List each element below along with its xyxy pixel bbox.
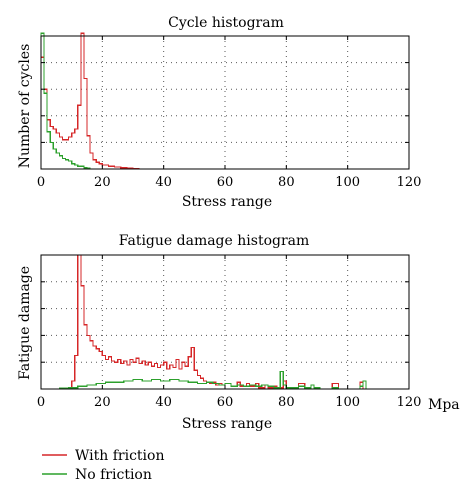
- x-tick-label: 60: [217, 395, 234, 410]
- unit-label: Mpa: [428, 397, 460, 413]
- x-axis-label: Stress range: [182, 416, 272, 432]
- legend: With friction No friction: [42, 448, 164, 483]
- x-tick-label: 80: [278, 175, 295, 190]
- x-tick-label: 40: [155, 395, 172, 410]
- ticks: 0 20 40 60 80 100 120: [37, 254, 422, 410]
- fatigue-damage-histogram: Fatigue damage histogram Stress range Fa…: [17, 233, 460, 432]
- x-tick-label: 20: [94, 395, 111, 410]
- grid: [41, 255, 409, 389]
- legend-label-with-friction: With friction: [75, 448, 164, 464]
- x-tick-label: 120: [397, 175, 422, 190]
- x-tick-label: 40: [155, 175, 172, 190]
- x-axis-label: Stress range: [182, 194, 272, 210]
- chart-title: Fatigue damage histogram: [119, 233, 310, 249]
- x-tick-label: 100: [335, 175, 360, 190]
- series-with-friction: [40, 32, 143, 170]
- y-axis-label: Fatigue damage: [17, 266, 33, 380]
- series-no-friction: [40, 32, 94, 170]
- cycle-histogram: Cycle histogram Stress range Number of c…: [17, 15, 421, 210]
- x-tick-label: 0: [37, 175, 45, 190]
- ticks: 0 20 40 60 80 100 120: [37, 35, 422, 190]
- chart-title: Cycle histogram: [168, 15, 284, 31]
- x-tick-label: 20: [94, 175, 111, 190]
- series-no-friction: [41, 371, 370, 390]
- x-tick-label: 60: [217, 175, 234, 190]
- plot-frame: [40, 35, 410, 170]
- series-with-friction: [41, 254, 367, 390]
- y-axis-label: Number of cycles: [17, 44, 33, 169]
- grid: [41, 36, 409, 169]
- series: [40, 32, 143, 170]
- x-tick-label: 120: [397, 395, 422, 410]
- legend-label-no-friction: No friction: [75, 467, 152, 483]
- x-tick-label: 100: [335, 395, 360, 410]
- series: [41, 254, 370, 390]
- x-tick-label: 80: [278, 395, 295, 410]
- x-tick-label: 0: [37, 395, 45, 410]
- plot-frame: [40, 254, 410, 390]
